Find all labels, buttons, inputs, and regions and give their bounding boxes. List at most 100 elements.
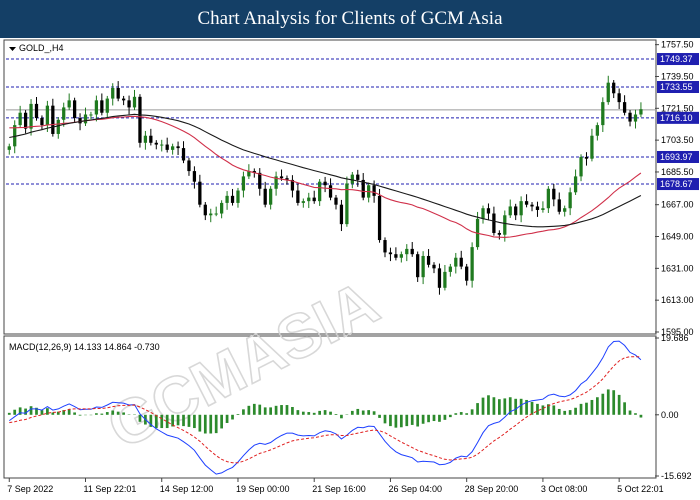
candle-body [7, 146, 11, 150]
candle-body [590, 135, 594, 159]
candle-body [160, 144, 164, 146]
candle-body [29, 103, 33, 129]
header-bar: Chart Analysis for Clients of GCM Asia [0, 0, 700, 38]
candle-body [377, 195, 382, 241]
symbol-label[interactable]: GOLD_,H4 [9, 43, 64, 53]
candle-body [459, 257, 463, 267]
candle-body [524, 201, 529, 205]
candle-body [274, 176, 278, 189]
candle-body [279, 176, 284, 179]
level-label-text: 1716.10 [660, 113, 693, 123]
candle-body [465, 266, 469, 281]
candle-body [399, 254, 403, 258]
macd-axis: 19.686 0.00 -15.692 [655, 333, 692, 481]
candlesticks [7, 75, 643, 295]
candle-body [116, 87, 120, 99]
time-tick-label: 26 Sep 04:00 [388, 484, 442, 494]
candle-body [546, 188, 550, 209]
candle-body [105, 98, 109, 113]
candle-body [318, 181, 322, 202]
candle-body [312, 197, 316, 202]
time-tick-label: 28 Sep 20:00 [465, 484, 519, 494]
candle-body [198, 181, 202, 205]
candle-body [334, 197, 338, 205]
macd-tick-label: -15.692 [661, 471, 692, 481]
candle-body [579, 156, 583, 177]
candle-body [612, 82, 616, 94]
candle-body [628, 112, 632, 122]
price-tick-label: 1739.50 [661, 71, 694, 81]
candle-body [617, 93, 621, 103]
candle-body [187, 160, 191, 172]
time-tick-label: 19 Sep 00:00 [236, 484, 290, 494]
price-tick-label: 1613.00 [661, 295, 694, 305]
signal-line [9, 356, 641, 464]
candle-body [470, 247, 474, 281]
level-label-text: 1733.55 [660, 82, 693, 92]
candle-body [40, 118, 44, 126]
level-label-box [657, 150, 699, 163]
chevron-down-icon[interactable] [9, 47, 16, 51]
moving-averages [9, 113, 642, 238]
candle-body [138, 96, 142, 143]
candle-body [89, 114, 93, 116]
price-tick-label: 1703.50 [661, 135, 694, 145]
candle-body [552, 188, 556, 200]
candle-body [67, 100, 71, 108]
candle-body [83, 114, 88, 124]
candle-body [13, 125, 17, 147]
candle-body [394, 254, 398, 258]
candle-body [236, 190, 240, 203]
level-label-text: 1693.97 [660, 152, 693, 162]
symbol-text: GOLD_,H4 [19, 43, 64, 53]
candle-body [165, 144, 169, 150]
candle-body [94, 100, 99, 115]
candle-body [454, 257, 458, 267]
price-tick-label: 1721.50 [661, 103, 694, 113]
candle-body [78, 118, 82, 124]
macd-tick-label: 0.00 [661, 410, 679, 420]
moving-average-line [9, 113, 642, 228]
candle-body [241, 176, 246, 191]
time-tick-label: 21 Sep 16:00 [312, 484, 366, 494]
time-axis: 7 Sep 2022 11 Sep 22:01 14 Sep 12:00 19 Sep… [7, 478, 664, 494]
candle-body [443, 271, 447, 288]
candle-body [269, 188, 273, 205]
candle-body [307, 197, 311, 202]
candle-body [601, 102, 605, 126]
level-label-box [657, 111, 699, 124]
candle-body [149, 135, 153, 143]
candle-body [486, 208, 491, 214]
moving-average-line [9, 115, 642, 238]
time-tick-label: 3 Oct 08:00 [541, 484, 588, 494]
candle-body [519, 201, 523, 216]
candle-body [345, 183, 349, 225]
candle-body [170, 146, 175, 150]
candle-body [535, 206, 540, 210]
candle-body [209, 213, 213, 216]
candle-body [639, 109, 643, 115]
candle-body [497, 232, 501, 235]
candle-body [432, 264, 436, 269]
price-tick-label: 1685.50 [661, 167, 694, 177]
candle-body [247, 171, 251, 177]
candle-body [573, 176, 578, 193]
candle-body [192, 171, 197, 182]
candle-body [622, 102, 627, 113]
candle-body [23, 112, 28, 129]
candle-body [448, 266, 452, 272]
candle-body [252, 171, 256, 173]
candle-body [45, 105, 50, 126]
chart-area: GCMASIA 1757.501739.501721.501703.501685… [3, 39, 699, 494]
candle-body [481, 208, 485, 219]
candle-body [225, 195, 229, 203]
candle-body [56, 119, 60, 134]
candle-body [100, 100, 104, 113]
candle-body [111, 87, 115, 99]
price-tick-label: 1631.00 [661, 263, 694, 273]
candle-body [633, 114, 638, 122]
level-label-box [657, 81, 699, 94]
candle-body [410, 248, 414, 255]
time-tick-label: 11 Sep 22:01 [84, 484, 137, 494]
candle-body [72, 100, 77, 119]
